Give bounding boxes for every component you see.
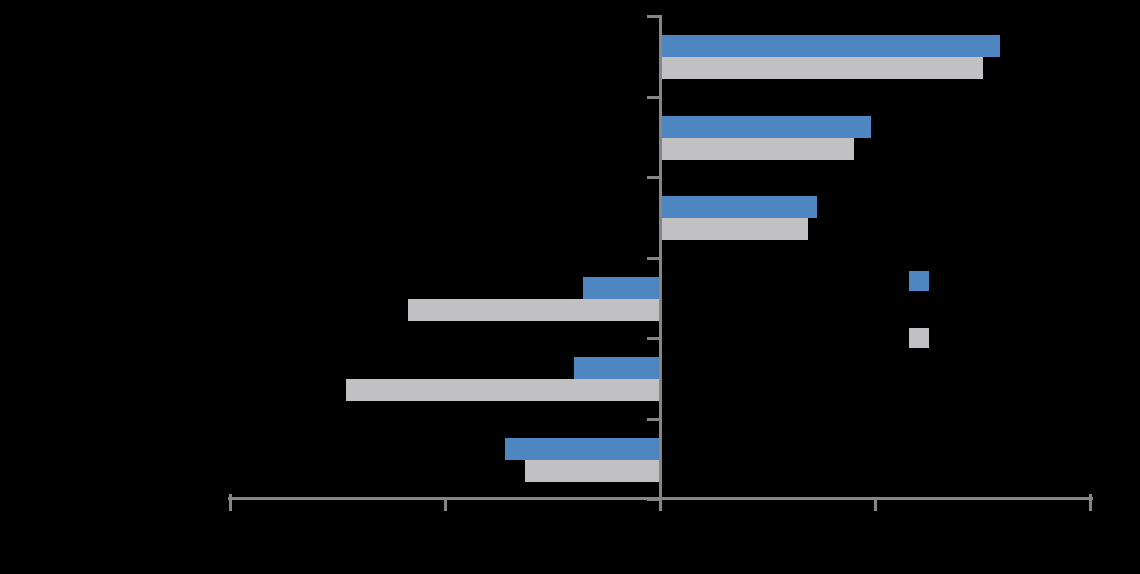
bar-gray-cat6 [524,459,660,482]
bar-gray-cat1 [660,57,983,79]
bar-blue-cat6 [505,437,660,460]
value-axis-tick [443,500,447,511]
category-axis-tick [647,15,660,18]
bar-gray-cat5 [346,379,660,401]
category-axis-tick [647,95,660,99]
bar-blue-cat4 [582,276,660,299]
category-axis-tick [647,498,660,501]
bar-blue-cat1 [660,35,1000,57]
legend-swatch-blue [909,271,929,291]
bar-gray-cat3 [660,218,809,240]
bar-blue-cat5 [574,357,660,379]
value-axis-tick [1088,494,1092,511]
value-axis-tick [873,500,877,511]
category-axis-tick [647,256,660,260]
bar-blue-cat3 [660,196,817,218]
bar-gray-cat2 [660,137,854,160]
bar-blue-cat2 [660,115,871,138]
category-axis-line [659,15,662,511]
category-axis-tick [647,337,660,340]
value-axis-tick [228,494,232,511]
category-axis-tick [647,176,660,179]
bar-gray-cat4 [408,298,660,321]
value-axis-tick [658,500,662,511]
value-axis-line [228,497,1093,500]
legend-swatch-gray [909,328,929,348]
category-axis-tick [647,417,660,421]
